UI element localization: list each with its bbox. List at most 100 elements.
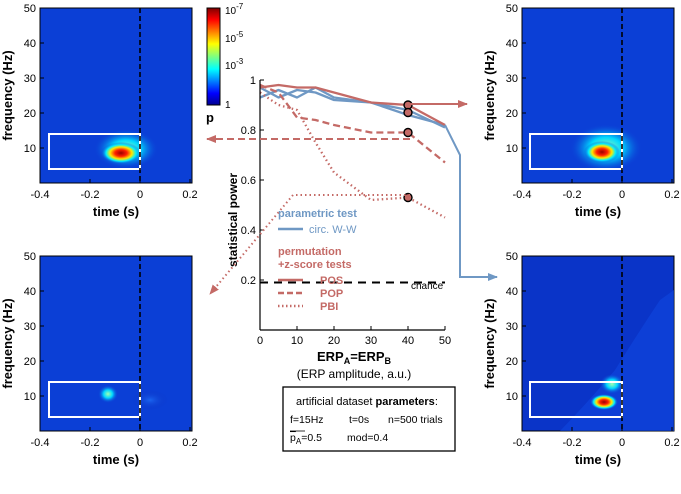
chart-xlabel: ERPA=ERPB — [317, 349, 392, 366]
chart-ytick-label: 0.8 — [241, 125, 256, 137]
map-xtick-label: 0.2 — [664, 437, 679, 449]
map-blob-hot — [590, 394, 618, 410]
map-ytick-label: 20 — [506, 356, 518, 368]
map-xlabel: time (s) — [575, 452, 621, 467]
map-ylabel: frequency (Hz) — [0, 298, 15, 388]
data-marker — [403, 107, 413, 118]
map-xtick-label: -0.2 — [563, 437, 582, 449]
map-ytick-label: 10 — [24, 143, 36, 155]
roi-box — [529, 381, 623, 418]
map-xtick-label: -0.4 — [513, 189, 532, 201]
map-ytick-label: 50 — [24, 3, 36, 15]
map-ytick-label: 40 — [506, 286, 518, 298]
map-xtick-label: -0.4 — [513, 437, 532, 449]
map-xtick-label: -0.4 — [31, 437, 50, 449]
xlabel-erp: ERP — [317, 349, 344, 364]
legend-perm-title-2: +z-score tests — [278, 259, 352, 271]
param-trials: n=500 trials — [388, 414, 443, 426]
map-blob-cyan — [98, 385, 118, 403]
colorbar-gradient — [206, 7, 221, 106]
map-ytick-label: 40 — [24, 38, 36, 50]
map-ytick-label: 50 — [24, 251, 36, 263]
legend-item-pop: POP — [320, 288, 343, 300]
chart-xtick-label: 20 — [328, 335, 340, 347]
legend-item-pbi: PBI — [320, 301, 338, 313]
map-axes-circ-w-w: 50 40 30 20 10 -0.4 -0.2 0 0.2 time (s) frequency … — [482, 3, 680, 219]
param-time: t=0s — [349, 414, 369, 426]
colorbar: 10-710-510-31 p — [206, 2, 244, 125]
colorbar-tick-exp: -3 — [236, 57, 244, 66]
param-freq: f=15Hz — [290, 414, 324, 426]
map-faint-region — [560, 290, 674, 431]
parameters-title-prefix: artificial dataset — [296, 396, 375, 408]
map-xtick-label: -0.4 — [31, 189, 50, 201]
power-chart: 0 10 20 30 40 50 0.2 0.4 0.6 0.8 1 chance statisti… — [206, 75, 498, 381]
roi-box — [48, 381, 141, 418]
map-ytick-label: 40 — [24, 286, 36, 298]
chart-xtick-label: 50 — [439, 335, 451, 347]
map-ytick-label: 30 — [506, 321, 518, 333]
colorbar-label: p — [206, 110, 214, 125]
map-ytick-label: 10 — [24, 391, 36, 403]
legend-perm-title-1: permutation — [278, 246, 342, 258]
map-panel-pbi — [39, 255, 193, 432]
chart-xtick-label: 40 — [402, 335, 414, 347]
param-pa-sub: A — [296, 437, 302, 446]
roi-box — [48, 133, 141, 170]
map-xtick-label: 0 — [137, 437, 143, 449]
map-xlabel: time (s) — [575, 204, 621, 219]
map-xtick-label: 0 — [619, 189, 625, 201]
xlabel-eq: =ERP — [350, 349, 385, 364]
parameters-box: artificial dataset parameters: f=15Hz t=… — [282, 386, 456, 452]
map-axes-pos: 50 40 30 20 10 -0.4 -0.2 0 0.2 time (s) frequency … — [0, 3, 198, 219]
colorbar-tick-label: 10-7 — [225, 2, 244, 17]
map-ytick-label: 10 — [506, 143, 518, 155]
param-mod: mod=0.4 — [347, 432, 388, 444]
map-ytick-label: 50 — [506, 3, 518, 15]
chart-ytick-label: 0.6 — [241, 175, 256, 187]
colorbar-tick-base: 10 — [225, 34, 237, 45]
map-ytick-label: 20 — [24, 108, 36, 120]
map-panel-circ-ww — [521, 7, 675, 184]
chart-ytick-label: 1 — [250, 75, 256, 87]
map-xtick-label: 0.2 — [182, 189, 197, 201]
map-ytick-label: 10 — [506, 391, 518, 403]
xlabel-sub-a: A — [344, 356, 351, 366]
colorbar-ticks: 10-710-510-31 — [225, 2, 244, 111]
map-blob-hot — [101, 142, 141, 164]
map-xtick-label: 0.2 — [182, 437, 197, 449]
map-xtick-label: 0 — [137, 189, 143, 201]
colorbar-tick-exp: -5 — [236, 30, 244, 39]
map-ytick-label: 20 — [24, 356, 36, 368]
chance-label: chance — [411, 281, 444, 292]
xlabel-sub-b: B — [385, 356, 392, 366]
marker-layer — [403, 100, 413, 203]
roi-box — [529, 133, 623, 170]
chart-legend: parametric test circ. W-W permutation +z… — [278, 208, 357, 313]
chart-xlabel2: (ERP amplitude, a.u.) — [297, 367, 412, 381]
map-ytick-label: 30 — [24, 321, 36, 333]
map-blob-dark — [132, 390, 168, 410]
map-xtick-label: -0.2 — [563, 189, 582, 201]
map-ytick-label: 30 — [24, 73, 36, 85]
colorbar-tick-label: 10-3 — [225, 57, 244, 72]
map-axes-pop: 50 40 30 20 10 -0.4 -0.2 0 0.2 time (s) frequency … — [482, 251, 680, 467]
connector-arrows — [206, 100, 498, 295]
chart-xtick-label: 10 — [291, 335, 303, 347]
colorbar-tick-exp: -7 — [236, 2, 244, 11]
map-ylabel: frequency (Hz) — [482, 50, 497, 140]
map-ylabel: frequency (Hz) — [0, 50, 15, 140]
chart-xtick-label: 30 — [365, 335, 377, 347]
chart-ylabel: statistical power — [226, 173, 240, 267]
series-line-pop — [259, 83, 446, 164]
map-ytick-label: 30 — [506, 73, 518, 85]
colorbar-tick-label: 10-5 — [225, 30, 244, 45]
map-background — [39, 255, 193, 432]
map-panel-pop — [521, 255, 675, 432]
series-line-pos — [259, 83, 446, 127]
legend-parametric-title: parametric test — [278, 208, 357, 220]
series-line-circ-w-w-2 — [259, 86, 446, 127]
param-pa-symbol: p — [290, 432, 296, 444]
